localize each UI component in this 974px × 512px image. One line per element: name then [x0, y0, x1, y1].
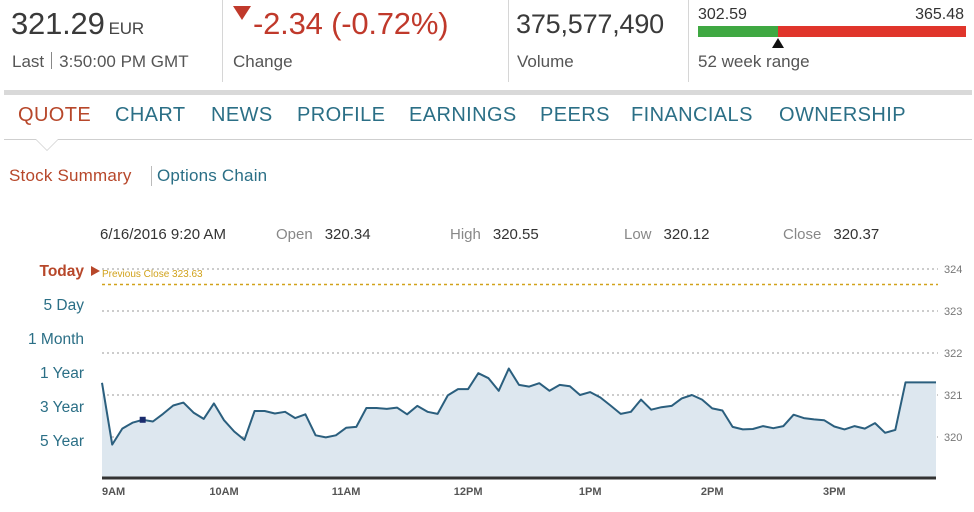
today-pointer-icon [91, 266, 100, 276]
range-bar-down [778, 26, 966, 37]
separator [51, 52, 53, 69]
quote-tabs: QUOTE CHART NEWS PROFILE EARNINGS PEERS … [0, 104, 974, 140]
last-price: 321.29 EUR [11, 6, 144, 42]
quote-header: 321.29 EUR Last 3:50:00 PM GMT -2.34 (-0.7… [0, 0, 974, 86]
y-tick-label: 324 [944, 264, 962, 276]
change-value-line: -2.34 (-0.72%) [233, 6, 449, 42]
close-value: 320.37 [833, 226, 880, 243]
previous-close-label: Previous Close 323.63 [102, 269, 203, 280]
y-tick-label: 323 [944, 306, 962, 318]
tab-profile[interactable]: PROFILE [297, 104, 386, 126]
range-1-year[interactable]: 1 Year [40, 365, 84, 382]
tab-quote[interactable]: QUOTE [18, 104, 92, 126]
open-value: 320.34 [324, 226, 371, 243]
range-3-year[interactable]: 3 Year [40, 399, 84, 416]
active-tab-pointer-fill [36, 139, 58, 150]
down-arrow-icon [233, 6, 251, 20]
low-label: Low [624, 226, 652, 243]
range-high: 365.48 [915, 6, 964, 23]
range-label: 52 week range [698, 52, 810, 71]
volume-label: Volume [517, 52, 574, 71]
ohlc-datetime: 6/16/2016 9:20 AM [100, 226, 226, 243]
tab-peers[interactable]: PEERS [540, 104, 610, 126]
y-tick-label: 321 [944, 390, 962, 402]
x-tick-label: 2PM [701, 486, 724, 498]
range-marker-icon [772, 38, 785, 48]
last-time: 3:50:00 PM GMT [59, 52, 189, 71]
ohlc-close: Close 320.37 [783, 226, 879, 243]
volume-block: 375,577,490 Volume [508, 0, 688, 82]
divider [4, 90, 972, 95]
subtab-options-chain[interactable]: Options Chain [151, 166, 267, 186]
change-value: -2.34 (-0.72%) [253, 6, 449, 41]
last-time-line: Last 3:50:00 PM GMT [12, 52, 189, 72]
last-price-block: 321.29 EUR Last 3:50:00 PM GMT [0, 0, 222, 82]
range-bar-up [698, 26, 779, 37]
y-tick-label: 320 [944, 432, 962, 444]
intraday-price-chart[interactable]: 320 321 322 323 324 Previous Close 323.63 9AM 1… [0, 250, 974, 512]
change-label: Change [233, 52, 293, 71]
high-value: 320.55 [492, 226, 539, 243]
x-tick-label: 3PM [823, 486, 846, 498]
price-line [101, 367, 936, 446]
x-tick-label: 10AM [209, 486, 238, 498]
subtab-stock-summary[interactable]: Stock Summary [9, 166, 132, 185]
price-area [102, 368, 936, 478]
ohlc-open: Open 320.34 [276, 226, 371, 243]
low-value: 320.12 [663, 226, 710, 243]
range-1-month[interactable]: 1 Month [27, 331, 84, 348]
last-label: Last [12, 52, 45, 71]
x-tick-label: 9AM [102, 486, 125, 498]
x-tick-label: 1PM [579, 486, 602, 498]
ohlc-high: High 320.55 [450, 226, 539, 243]
range-today[interactable]: Today [39, 263, 85, 280]
y-tick-label: 322 [944, 348, 962, 360]
range-low: 302.59 [698, 6, 747, 23]
range-5-year[interactable]: 5 Year [40, 433, 84, 450]
selected-point-marker [139, 416, 146, 423]
change-block: -2.34 (-0.72%) Change [222, 0, 508, 82]
range-selector: Today 5 Day 1 Month 1 Year 3 Year 5 Year [0, 0, 86, 512]
week-range-block: 302.59 365.48 52 week range [688, 0, 974, 82]
range-bar [698, 26, 966, 37]
currency-code: EUR [108, 19, 144, 38]
tab-ownership[interactable]: OWNERSHIP [779, 104, 906, 126]
ohlc-low: Low 320.12 [624, 226, 709, 243]
tab-earnings[interactable]: EARNINGS [409, 104, 517, 126]
last-price-value: 321.29 [11, 6, 105, 41]
close-label: Close [783, 226, 822, 243]
x-tick-label: 11AM [332, 486, 361, 498]
volume-value: 375,577,490 [516, 9, 664, 39]
tab-chart[interactable]: CHART [115, 104, 186, 126]
high-label: High [450, 226, 481, 243]
tab-news[interactable]: NEWS [211, 104, 273, 126]
tab-financials[interactable]: FINANCIALS [631, 104, 753, 126]
tabs-divider [4, 139, 972, 140]
range-5-day[interactable]: 5 Day [43, 297, 85, 314]
open-label: Open [276, 226, 313, 243]
x-tick-label: 12PM [454, 486, 483, 498]
